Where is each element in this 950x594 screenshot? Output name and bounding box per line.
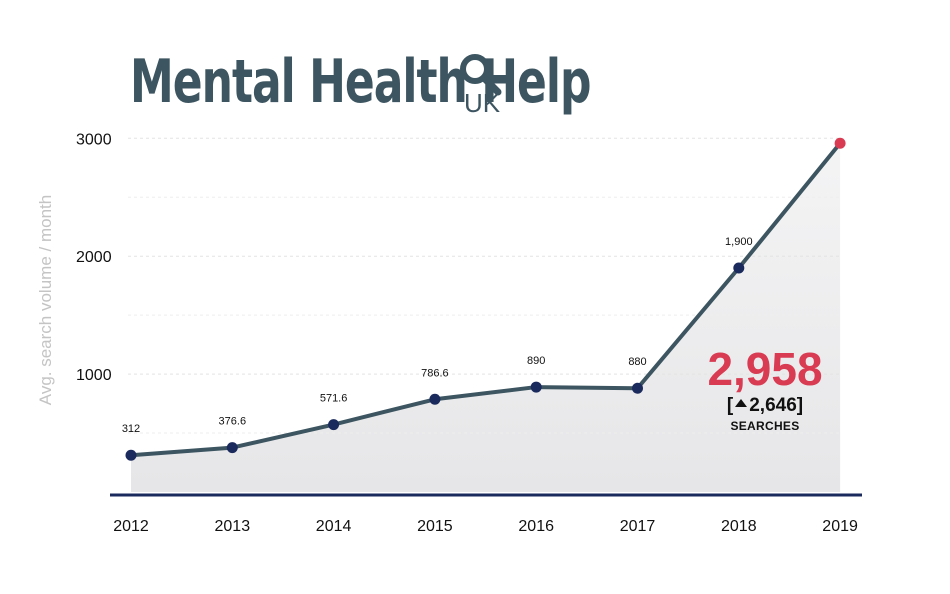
x-tick-label: 2014 [316, 518, 352, 535]
data-label: 376.6 [219, 416, 247, 428]
data-label: 880 [628, 356, 646, 368]
y-tick-label: 2000 [76, 249, 112, 266]
y-tick-label: 1000 [76, 367, 112, 384]
x-tick-label: 2015 [417, 518, 453, 535]
logo-subtitle: UK [464, 88, 501, 118]
data-point [328, 419, 340, 431]
data-label: 1,900 [725, 236, 753, 248]
logo-title: Mental Health Help [130, 48, 591, 117]
magnifier-icon [460, 54, 502, 96]
y-tick-label: 3000 [76, 131, 112, 148]
data-point [733, 262, 745, 274]
logo: Mental Health Help UK [130, 42, 591, 132]
callout: 2,958 [2,646] SEARCHES [695, 345, 835, 433]
x-tick-label: 2012 [113, 518, 149, 535]
data-label: 312 [122, 423, 140, 435]
data-point [530, 381, 542, 393]
data-label: 786.6 [421, 367, 449, 379]
up-arrow-icon [735, 399, 748, 407]
callout-delta: [2,646] [726, 395, 804, 416]
x-tick-label: 2018 [721, 518, 757, 535]
callout-value: 2,958 [707, 343, 823, 395]
x-tick-label: 2019 [822, 518, 858, 535]
data-label: 890 [527, 355, 545, 367]
series-line [129, 141, 843, 458]
data-point [226, 442, 238, 454]
callout-unit: SEARCHES [730, 419, 800, 433]
x-tick-label: 2017 [620, 518, 656, 535]
x-tick-label: 2016 [518, 518, 554, 535]
data-point [429, 393, 441, 405]
data-point [125, 449, 137, 461]
data-point [632, 382, 643, 394]
data-label: 571.6 [320, 393, 348, 405]
callout-delta-value: 2,646 [749, 395, 797, 416]
area-fill [131, 143, 841, 492]
highlight-point [834, 137, 846, 149]
x-tick-label: 2013 [215, 518, 251, 535]
